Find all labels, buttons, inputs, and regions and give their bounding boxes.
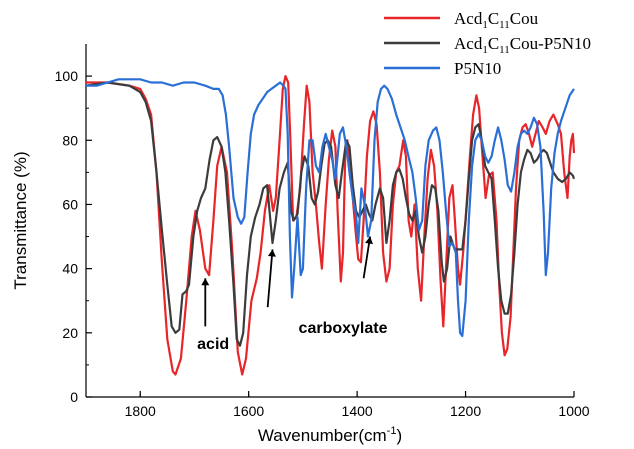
x-tick-label: 1000 bbox=[558, 403, 589, 419]
legend-label: Acd1C11Cou bbox=[454, 9, 539, 31]
legend-label: Acd1C11Cou-P5N10 bbox=[454, 34, 591, 56]
x-tick-label: 1400 bbox=[342, 403, 373, 419]
x-tick-label: 1200 bbox=[450, 403, 481, 419]
annotation-arrow bbox=[266, 249, 274, 308]
annotation-label: acid bbox=[197, 336, 229, 353]
x-tick-label: 1800 bbox=[125, 403, 156, 419]
x-tick-label: 1600 bbox=[233, 403, 264, 419]
y-axis-ticks: 0 20 40 60 80 100 bbox=[55, 68, 92, 405]
annotation-arrowhead bbox=[201, 278, 210, 286]
y-axis-title: Transmittance (%) bbox=[11, 151, 30, 289]
series-lines bbox=[85, 75, 576, 376]
legend-label: P5N10 bbox=[454, 59, 501, 78]
x-axis-ticks: 1800 1600 1400 1200 1000 bbox=[125, 391, 590, 419]
series-line-1 bbox=[86, 75, 576, 376]
series-line-3 bbox=[86, 78, 575, 338]
annotation-label: carboxylate bbox=[299, 320, 388, 337]
plot-frame bbox=[85, 44, 574, 398]
y-tick-label: 0 bbox=[70, 389, 78, 405]
x-axis-title: Wavenumber(cm-1) bbox=[258, 425, 402, 445]
annotation-arrow bbox=[362, 236, 372, 279]
legend: Acd1C11Cou Acd1C11Cou-P5N10 P5N10 bbox=[384, 9, 591, 78]
annotations: acid carboxylate bbox=[197, 236, 388, 353]
y-tick-label: 100 bbox=[55, 68, 79, 84]
y-tick-label: 20 bbox=[62, 325, 78, 341]
y-tick-label: 60 bbox=[62, 196, 78, 212]
y-tick-label: 40 bbox=[62, 261, 78, 277]
annotation-arrowhead bbox=[267, 249, 276, 257]
annotation-arrowhead bbox=[365, 236, 373, 245]
y-tick-label: 80 bbox=[62, 132, 78, 148]
